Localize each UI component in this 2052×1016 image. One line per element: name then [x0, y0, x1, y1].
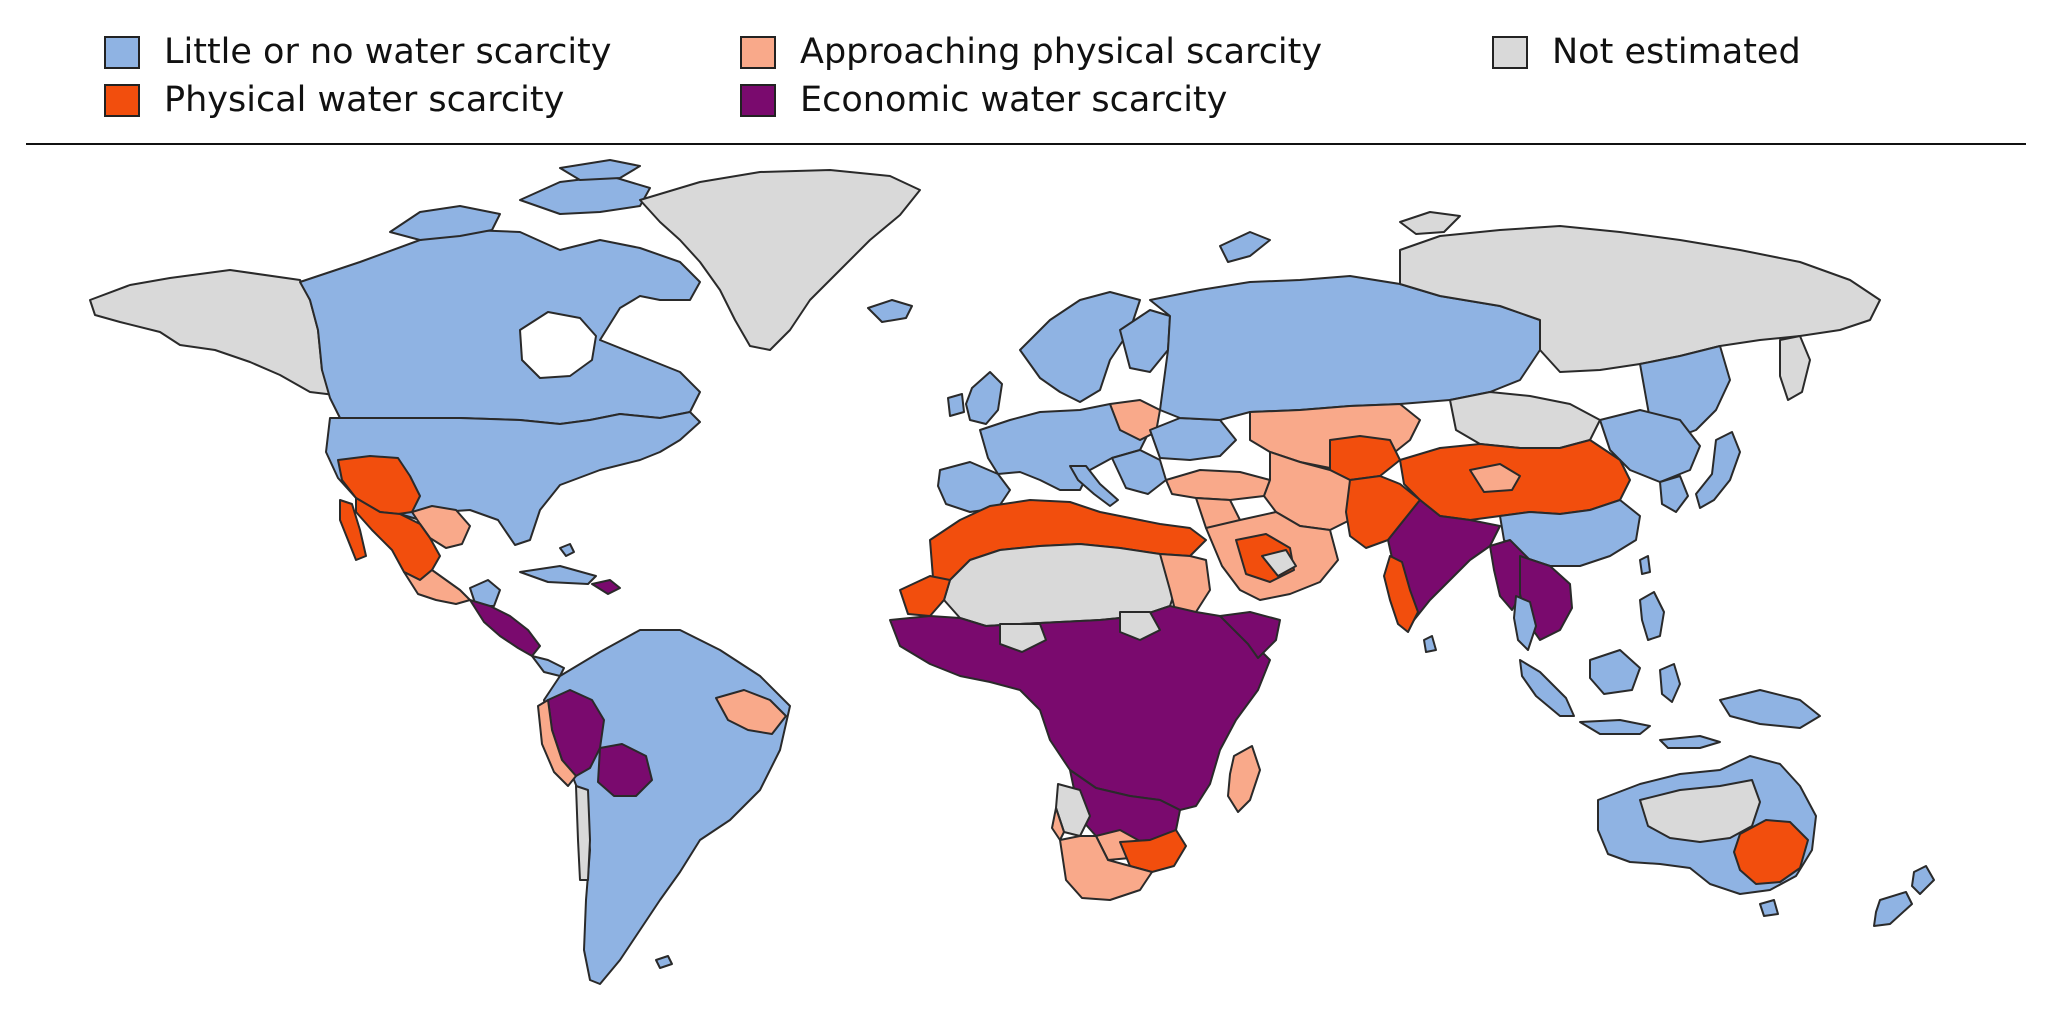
- hudson-bay: [519, 311, 597, 379]
- novaya-zemlya: [1219, 231, 1271, 263]
- sub-saharan-economic: [889, 605, 1271, 811]
- peru-coast-approaching: [537, 699, 577, 787]
- sumatra-region: [1519, 659, 1575, 717]
- legend-swatch-approaching: [740, 35, 776, 69]
- legend-item-little-or-no-water-scarcity: Little or no water scarcity: [104, 32, 612, 72]
- borneo-region: [1589, 649, 1641, 695]
- caucasus-iran-approaching: [1263, 451, 1361, 531]
- legend-swatch-little: [104, 35, 140, 69]
- ukraine-region: [1149, 417, 1237, 461]
- legend-swatch-economic: [740, 83, 776, 117]
- sahel-not-estimated-2: [1119, 611, 1161, 641]
- japan-region: [1695, 431, 1741, 509]
- taiwan-region: [1639, 555, 1651, 575]
- alaska-region: [89, 269, 336, 396]
- west-africa-coast-physical: [899, 575, 951, 617]
- java-region: [1579, 719, 1651, 735]
- legend-swatch-not-estimated: [1492, 35, 1528, 69]
- siberian-islands: [1399, 211, 1461, 235]
- cuba-region: [519, 565, 597, 585]
- legend-label: Approaching physical scarcity: [800, 32, 1323, 72]
- canada-region: [299, 229, 701, 425]
- baja-physical: [339, 499, 367, 561]
- australia-physical: [1733, 819, 1809, 885]
- south-mexico-approaching: [403, 569, 471, 605]
- australia-not-estimated: [1639, 779, 1761, 843]
- legend-label: Physical water scarcity: [164, 80, 565, 120]
- kamchatka-region: [1779, 335, 1811, 401]
- scandinavia-region: [1019, 291, 1141, 403]
- thailand-little: [1513, 595, 1537, 651]
- bolivia-economic: [597, 743, 653, 797]
- arctic-islands-2: [519, 175, 651, 215]
- legend-item-approaching-physical-scarcity: Approaching physical scarcity: [740, 32, 1322, 72]
- uk-region: [965, 371, 1003, 425]
- balkans-region: [1111, 449, 1167, 495]
- philippines-region: [1639, 591, 1665, 641]
- map-legend: Little or no water scarcity Physical wat…: [100, 28, 2000, 138]
- legend-swatch-physical: [104, 83, 140, 117]
- legend-item-physical-water-scarcity: Physical water scarcity: [104, 80, 564, 120]
- legend-label: Little or no water scarcity: [164, 32, 612, 72]
- panama-region: [531, 655, 565, 677]
- madagascar-approaching: [1227, 745, 1261, 813]
- arabia-not-estimated: [1261, 549, 1297, 577]
- turkey-region: [1165, 469, 1271, 501]
- hispaniola-economic: [591, 579, 621, 595]
- east-timor-islands: [1659, 735, 1721, 749]
- legend-item-economic-water-scarcity: Economic water scarcity: [740, 80, 1227, 120]
- central-america-economic: [469, 599, 541, 657]
- central-asia-physical: [1329, 435, 1401, 481]
- greenland-region: [639, 169, 921, 351]
- new-zealand-south: [1873, 891, 1913, 927]
- chile-coast-region: [575, 785, 591, 881]
- bahamas-region: [559, 543, 575, 557]
- southwest-africa-approaching: [1051, 807, 1065, 841]
- korea-region: [1659, 475, 1689, 513]
- arctic-islands-4: [559, 159, 641, 181]
- iceland-region: [867, 299, 913, 323]
- northeast-brazil-approaching: [715, 689, 787, 735]
- new-guinea-region: [1719, 689, 1821, 729]
- arctic-islands-1: [389, 205, 501, 241]
- italy-region: [1069, 465, 1119, 507]
- falklands-region: [655, 955, 673, 969]
- south-africa-approaching: [1059, 835, 1153, 901]
- legend-divider: [26, 143, 2026, 145]
- china-approaching-patch: [1469, 463, 1521, 493]
- tasmania-region: [1759, 899, 1779, 917]
- legend-item-not-estimated: Not estimated: [1492, 32, 1801, 72]
- new-zealand-north: [1911, 865, 1935, 895]
- sahel-not-estimated-1: [999, 623, 1047, 653]
- mongolia-region: [1449, 391, 1601, 449]
- india-west-physical: [1383, 555, 1419, 633]
- sri-lanka-region: [1423, 635, 1437, 653]
- legend-label: Economic water scarcity: [800, 80, 1228, 120]
- ireland-region: [947, 393, 965, 417]
- sulawesi-region: [1659, 663, 1681, 703]
- egypt-approaching: [1159, 553, 1211, 615]
- legend-label: Not estimated: [1552, 32, 1801, 72]
- horn-of-africa-economic: [1219, 611, 1281, 659]
